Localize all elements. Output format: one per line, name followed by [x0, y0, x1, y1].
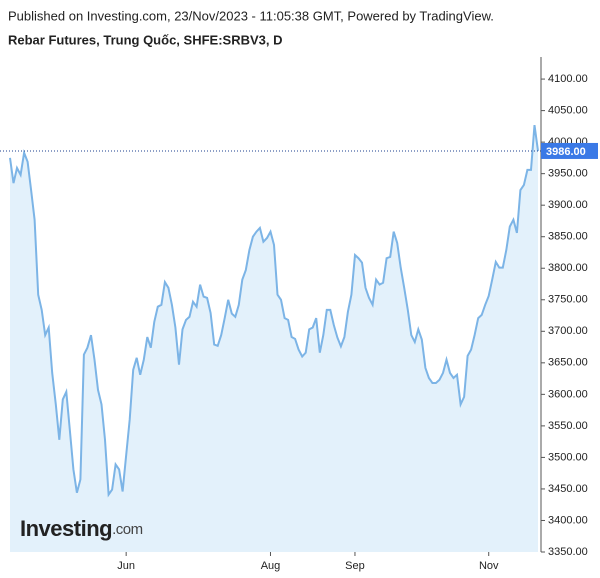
x-tick-label: Nov: [479, 560, 499, 572]
published-note: Published on Investing.com, 23/Nov/2023 …: [8, 8, 494, 23]
y-tick-label: 3650.00: [548, 357, 588, 369]
y-tick-label: 3950.00: [548, 168, 588, 180]
y-tick-label: 4100.00: [548, 73, 588, 85]
x-tick-label: Jun: [117, 560, 135, 572]
y-tick-label: 4050.00: [548, 105, 588, 117]
x-tick-label: Aug: [261, 560, 281, 572]
y-tick-label: 3900.00: [548, 199, 588, 211]
last-price-box: [541, 142, 598, 159]
y-tick-label: 3500.00: [548, 451, 588, 463]
area-fill: [10, 125, 538, 552]
y-tick-label: 3600.00: [548, 388, 588, 400]
y-tick-label: 3450.00: [548, 483, 588, 495]
chart-title: Rebar Futures, Trung Quốc, SHFE:SRBV3, D: [8, 32, 282, 47]
price-line: [9, 124, 539, 498]
x-tick-label: Sep: [345, 560, 365, 572]
logo: Investing.com: [20, 516, 143, 541]
y-tick-label: 3850.00: [548, 231, 588, 243]
y-tick-label: 3350.00: [548, 546, 588, 558]
y-tick-label: 3800.00: [548, 262, 588, 274]
y-tick-label: 3700.00: [548, 325, 588, 337]
y-tick-label: 3750.00: [548, 294, 588, 306]
logo-suffix: .com: [112, 521, 143, 538]
logo-name: Investing: [20, 516, 112, 541]
y-tick-label: 3400.00: [548, 514, 588, 526]
last-price-label: 3986.00: [546, 146, 586, 158]
y-tick-label: 3550.00: [548, 420, 588, 432]
